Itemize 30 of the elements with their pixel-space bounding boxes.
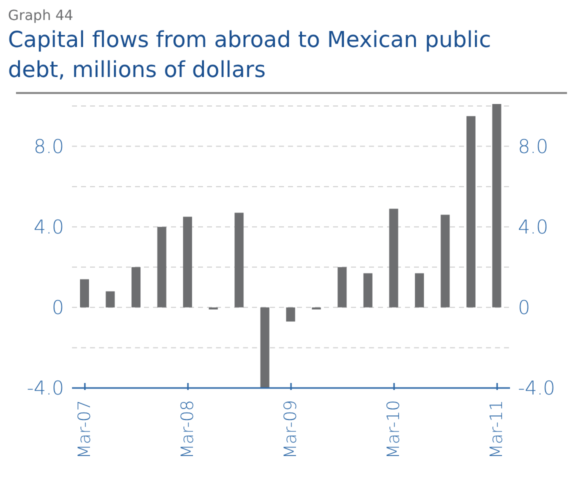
chart-title: Capital flows from abroad to Mexican public debt, millions of dollars — [8, 27, 492, 85]
x-tick-label: Mar-08 — [178, 400, 198, 459]
bar — [363, 273, 372, 308]
y2-tick-label: 0 — [518, 297, 530, 320]
y-tick-label: 4.0 — [34, 216, 64, 239]
y2-tick-label: 8.0 — [518, 136, 548, 158]
bar — [440, 214, 450, 308]
y-tick-label: -4.0 — [26, 378, 64, 400]
y-tick-label: 8.0 — [34, 136, 64, 158]
bar — [132, 267, 141, 308]
bar — [234, 212, 244, 308]
y-tick-label: 0 — [52, 297, 64, 320]
bar — [389, 208, 398, 308]
x-tick-label: Mar-11 — [487, 400, 508, 459]
bar — [157, 226, 166, 308]
x-tick-label: Mar-10 — [384, 400, 404, 459]
bar — [80, 279, 89, 308]
bar — [492, 104, 502, 308]
caption: Graph 44 — [8, 8, 74, 24]
bar — [106, 291, 115, 308]
y2-tick-label: 4.0 — [518, 216, 548, 239]
bar — [286, 307, 296, 322]
bar — [414, 273, 424, 308]
bar — [183, 216, 192, 308]
bar — [466, 116, 476, 308]
x-tick-label: Mar-07 — [74, 400, 95, 459]
y2-tick-label: -4.0 — [518, 378, 556, 400]
bar — [338, 267, 347, 308]
x-tick-label: Mar-09 — [281, 400, 301, 459]
bar — [260, 307, 270, 388]
